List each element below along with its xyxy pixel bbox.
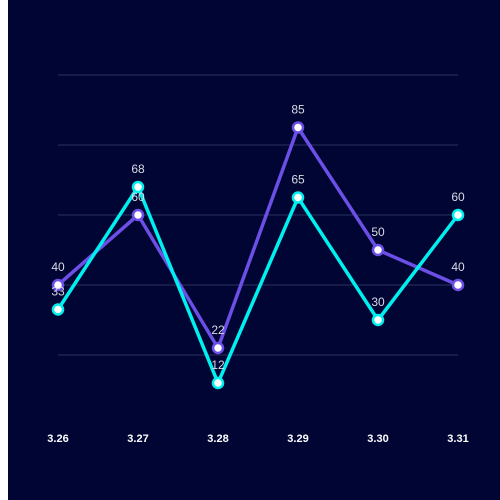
series-2-point[interactable]: [131, 180, 145, 194]
series-2-data-label: 68: [131, 162, 145, 176]
series-2-line: [56, 183, 460, 388]
series-1-point[interactable]: [451, 278, 465, 292]
series-1-point[interactable]: [131, 208, 145, 222]
series-1-data-label: 60: [131, 190, 145, 204]
series-2-point[interactable]: [211, 376, 225, 390]
series-lines: [56, 123, 460, 388]
series-2-point[interactable]: [451, 208, 465, 222]
x-tick-label: 3.28: [207, 433, 228, 445]
series-2-data-label: 60: [451, 190, 465, 204]
series-2-point[interactable]: [51, 303, 65, 316]
gridlines: [58, 74, 458, 356]
series-1-data-label: 22: [211, 323, 225, 337]
x-axis: 3.26 3.27 3.28 3.29 3.30 3.31: [47, 433, 468, 445]
series-1-point[interactable]: [371, 243, 385, 257]
series-1-data-label: 50: [371, 225, 385, 239]
series-1-point[interactable]: [291, 121, 305, 134]
series-1-line: [56, 123, 459, 353]
series-1-point[interactable]: [51, 278, 65, 292]
x-tick-label: 3.30: [367, 433, 388, 445]
series-2-data-label: 12: [211, 358, 225, 372]
series-2-point[interactable]: [371, 313, 385, 327]
x-tick-label: 3.27: [127, 433, 148, 445]
series-1-data-label: 40: [451, 260, 465, 274]
series-1-point[interactable]: [211, 341, 225, 355]
series-2-data-label: 33: [51, 285, 65, 299]
series-1-data-label: 40: [51, 260, 65, 274]
x-tick-label: 3.29: [287, 433, 308, 445]
x-tick-label: 3.31: [447, 433, 468, 445]
series-markers: [51, 121, 465, 390]
series-2-data-label: 30: [371, 295, 385, 309]
series-2-data-label: 65: [291, 173, 305, 187]
data-labels: 40 60 22 85 50 40 33 68 12 65 30 60: [51, 103, 465, 373]
series-2-point[interactable]: [291, 191, 305, 204]
series-1-data-label: 85: [291, 103, 305, 117]
x-tick-label: 3.26: [47, 433, 68, 445]
